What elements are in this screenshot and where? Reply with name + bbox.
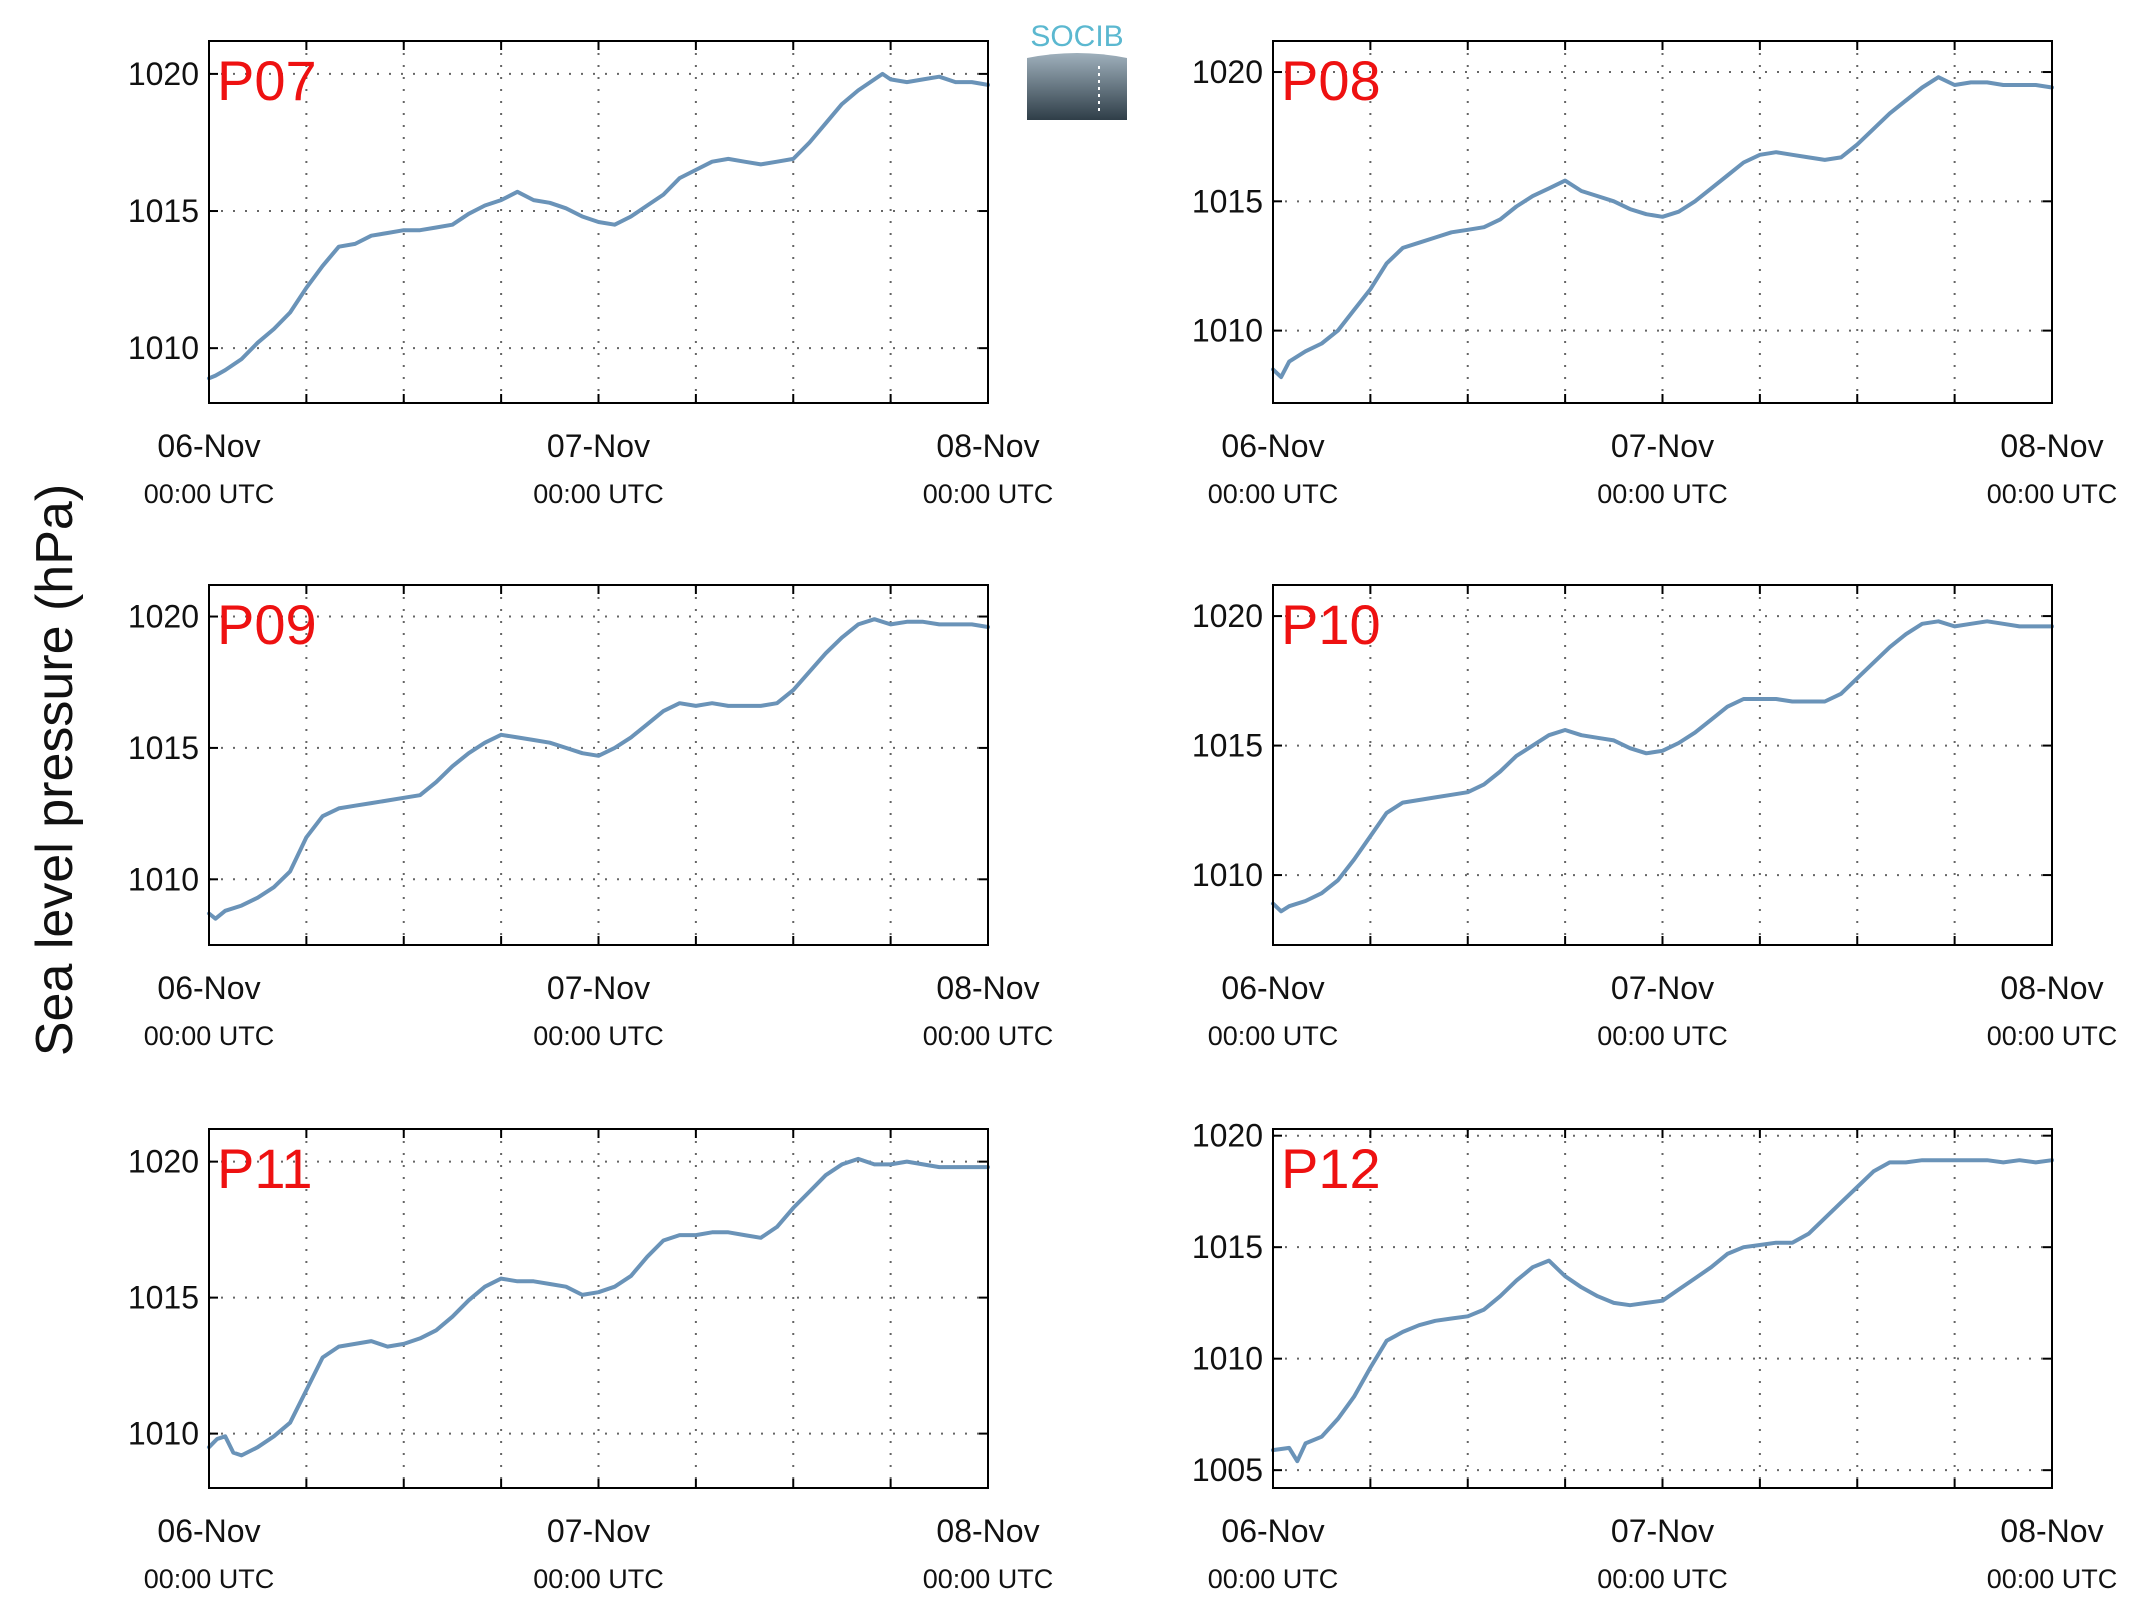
socib-logo-wave	[1027, 53, 1127, 120]
y-tick-label: 1020	[1192, 598, 1263, 634]
axes-frame	[208, 40, 989, 404]
axes-frame	[208, 1128, 989, 1489]
panel-label: P11	[217, 1137, 312, 1200]
x-tick-label-time: 00:00 UTC	[1597, 1021, 1728, 1051]
y-tick-label: 1010	[1192, 857, 1263, 893]
x-tick-label-date: 08-Nov	[936, 428, 1039, 464]
x-tick-label-time: 00:00 UTC	[1987, 479, 2118, 509]
panel-label: P08	[1281, 49, 1381, 112]
x-tick-label-date: 06-Nov	[1221, 1513, 1324, 1549]
y-tick-label: 1020	[128, 599, 199, 635]
x-tick-label-time: 00:00 UTC	[1987, 1564, 2118, 1594]
x-tick-label-time: 00:00 UTC	[923, 1564, 1054, 1594]
x-tick-label-time: 00:00 UTC	[1597, 1564, 1728, 1594]
x-tick-label-time: 00:00 UTC	[1597, 479, 1728, 509]
x-tick-label-date: 07-Nov	[1611, 970, 1714, 1006]
socib-logo-text: SOCIB	[1030, 20, 1123, 53]
series-line-p09	[207, 617, 990, 921]
axes-frame	[1272, 1128, 2053, 1489]
axes-frame	[1272, 40, 2053, 404]
y-tick-label: 1020	[128, 56, 199, 92]
x-tick-label-date: 06-Nov	[1221, 428, 1324, 464]
series-line-p07	[207, 71, 990, 381]
axes-frame	[208, 584, 989, 946]
y-tick-label: 1020	[1192, 54, 1263, 90]
x-tick-label-time: 00:00 UTC	[1208, 1021, 1339, 1051]
x-tick-label-time: 00:00 UTC	[533, 1564, 664, 1594]
x-tick-label-date: 06-Nov	[157, 428, 260, 464]
panel-label: P12	[1281, 1137, 1381, 1200]
x-tick-label-time: 00:00 UTC	[1208, 1564, 1339, 1594]
y-tick-label: 1015	[1192, 183, 1263, 219]
x-tick-label-date: 06-Nov	[157, 970, 260, 1006]
x-tick-label-date: 06-Nov	[157, 1513, 260, 1549]
x-tick-label-date: 08-Nov	[2000, 970, 2103, 1006]
x-tick-label-date: 08-Nov	[936, 1513, 1039, 1549]
x-tick-label-date: 07-Nov	[547, 1513, 650, 1549]
y-tick-label: 1020	[1192, 1118, 1263, 1154]
x-tick-label-time: 00:00 UTC	[1987, 1021, 2118, 1051]
y-tick-label: 1010	[128, 330, 199, 366]
panels-container: 1010 1015 1020 06-Nov 00:00 UTC 07-Nov 00:00 U…	[128, 40, 2118, 1594]
y-tick-label: 1010	[1192, 313, 1263, 349]
x-tick-label-date: 07-Nov	[547, 970, 650, 1006]
y-tick-label: 1015	[128, 730, 199, 766]
y-axis-label: Sea level pressure (hPa)	[26, 484, 84, 1056]
panel-p11: 1010 1015 1020 06-Nov 00:00 UTC 07-Nov 00:00 U…	[128, 1128, 1054, 1594]
x-tick-label-time: 00:00 UTC	[923, 479, 1054, 509]
panel-label: P07	[217, 49, 317, 112]
x-tick-label-date: 08-Nov	[2000, 428, 2103, 464]
x-tick-label-time: 00:00 UTC	[533, 479, 664, 509]
panel-p09: 1010 1015 1020 06-Nov 00:00 UTC 07-Nov 00:00 U…	[128, 584, 1054, 1051]
y-tick-label: 1015	[128, 193, 199, 229]
y-tick-label: 1010	[128, 1416, 199, 1452]
y-tick-label: 1010	[128, 861, 199, 897]
panel-p10: 1010 1015 1020 06-Nov 00:00 UTC 07-Nov 00:00 U…	[1192, 584, 2118, 1051]
x-tick-label-time: 00:00 UTC	[144, 479, 275, 509]
x-tick-label-time: 00:00 UTC	[533, 1021, 664, 1051]
panel-p08: 1010 1015 1020 06-Nov 00:00 UTC 07-Nov 00:00 U…	[1192, 40, 2118, 509]
x-tick-label-time: 00:00 UTC	[923, 1021, 1054, 1051]
series-line-p08	[1271, 75, 2054, 380]
x-tick-label-date: 06-Nov	[1221, 970, 1324, 1006]
x-tick-label-time: 00:00 UTC	[144, 1021, 275, 1051]
y-tick-label: 1015	[128, 1280, 199, 1316]
x-tick-label-time: 00:00 UTC	[144, 1564, 275, 1594]
x-tick-label-date: 07-Nov	[547, 428, 650, 464]
x-tick-label-date: 08-Nov	[936, 970, 1039, 1006]
panel-p07: 1010 1015 1020 06-Nov 00:00 UTC 07-Nov 00:00 U…	[128, 40, 1054, 509]
x-tick-label-date: 08-Nov	[2000, 1513, 2103, 1549]
x-tick-label-time: 00:00 UTC	[1208, 479, 1339, 509]
y-tick-label: 1005	[1192, 1452, 1263, 1488]
y-tick-label: 1015	[1192, 728, 1263, 764]
axes-frame	[1272, 584, 2053, 946]
series-line-p12	[1271, 1158, 2054, 1464]
panel-label: P10	[1281, 593, 1381, 656]
y-tick-label: 1010	[1192, 1341, 1263, 1377]
panel-p12: 1005 1010 1015 1020 06-Nov 00:00 UTC 07-Nov 00:…	[1192, 1118, 2117, 1594]
series-line-p10	[1271, 619, 2054, 914]
y-tick-label: 1015	[1192, 1229, 1263, 1265]
y-tick-label: 1020	[128, 1144, 199, 1180]
x-tick-label-date: 07-Nov	[1611, 428, 1714, 464]
socib-logo: SOCIB	[1027, 20, 1127, 120]
x-tick-label-date: 07-Nov	[1611, 1513, 1714, 1549]
panel-label: P09	[217, 593, 317, 656]
series-line-p11	[207, 1156, 990, 1458]
